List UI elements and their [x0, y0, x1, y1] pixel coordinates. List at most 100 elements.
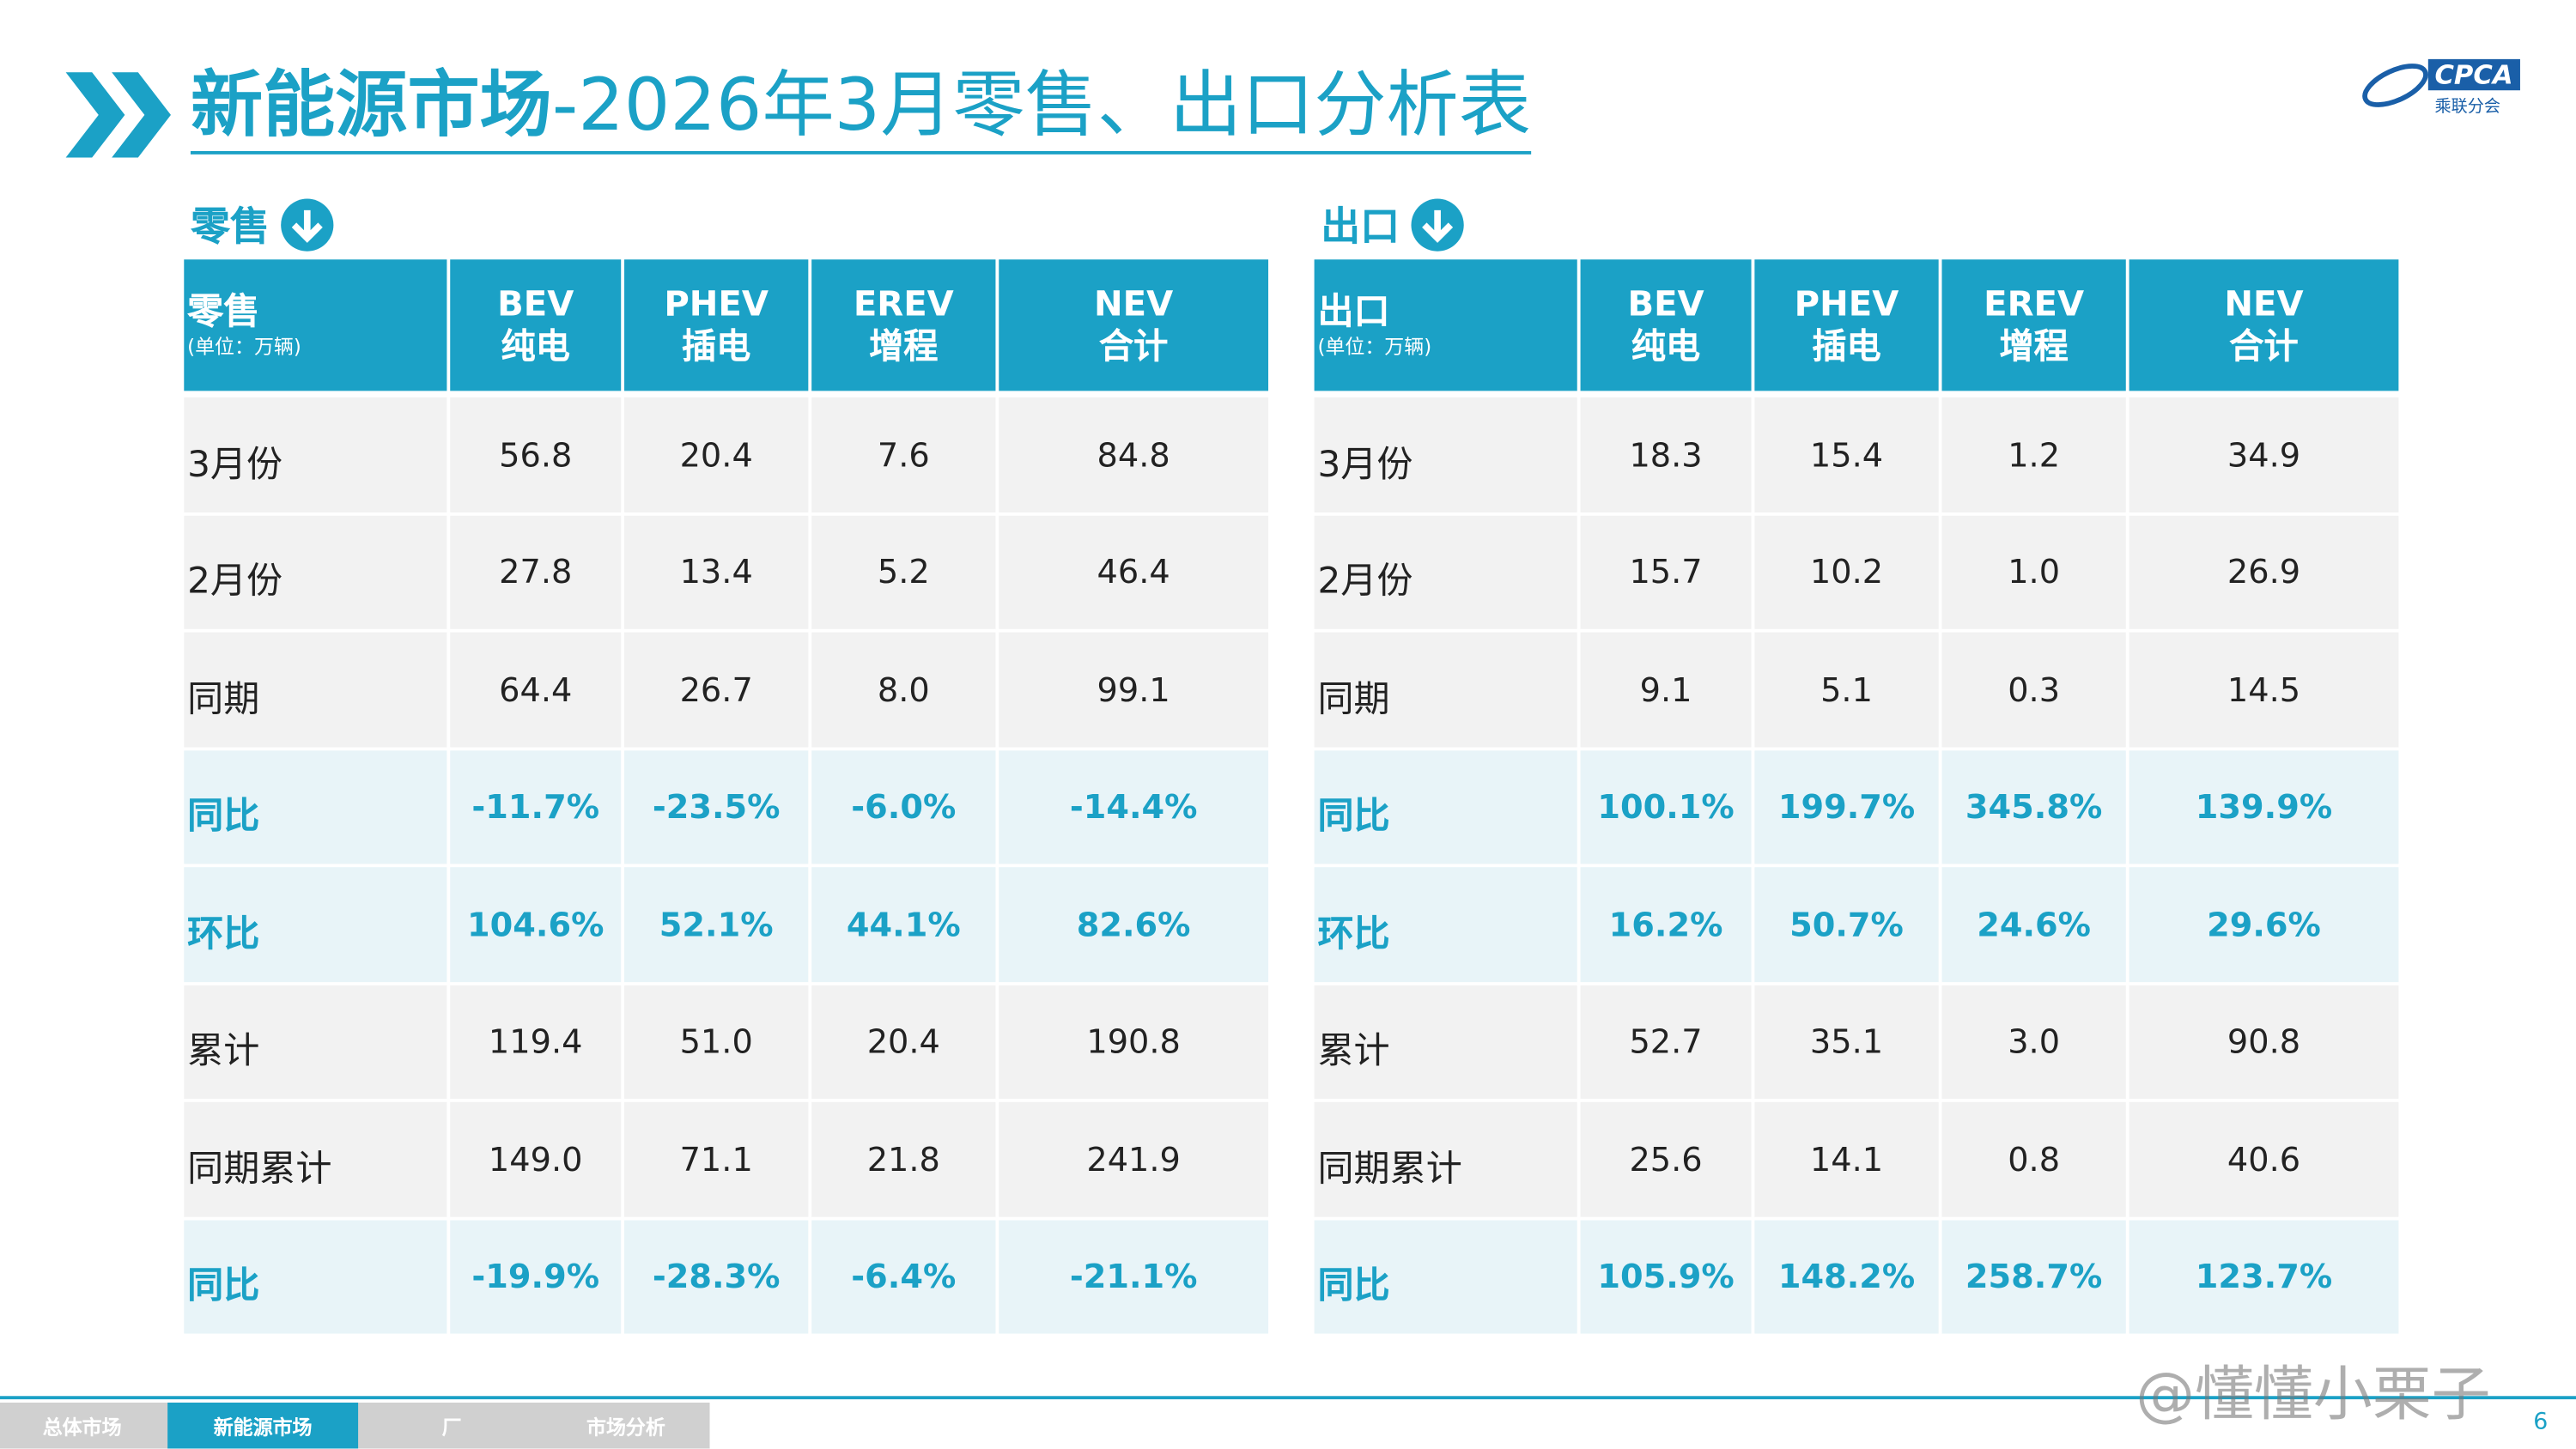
table-cell: 56.8: [450, 397, 622, 512]
table-cell: 52.1%: [624, 867, 809, 982]
table-cell: 51.0: [624, 985, 809, 1099]
table-cell: 139.9%: [2129, 749, 2399, 864]
table-cell: 27.8: [450, 514, 622, 629]
footer-tab[interactable]: 新能源市场: [167, 1402, 359, 1449]
column-name: 合计: [1098, 326, 1169, 367]
column-header: PHEV 插电: [624, 259, 809, 391]
column-header: EREV 增程: [1941, 259, 2126, 391]
row-label: 2月份: [184, 514, 447, 629]
footer-line: [0, 1396, 2576, 1400]
table-cell: 24.6%: [1941, 867, 2126, 982]
table-cell: 7.6: [811, 397, 996, 512]
title-main: 新能源市场: [190, 64, 552, 149]
logo-mark: [2362, 64, 2428, 107]
down-icon: [281, 198, 334, 252]
table-cell: 26.9: [2129, 514, 2399, 629]
corner-header: 出口 (单位：万辆): [1314, 259, 1577, 391]
table-cell: -14.4%: [999, 749, 1269, 864]
table-cell: 9.1: [1580, 632, 1752, 747]
table-cell: 345.8%: [1941, 749, 2126, 864]
table-cell: 16.2%: [1580, 867, 1752, 982]
table-cell: 148.2%: [1754, 1219, 1939, 1334]
row-label: 同期累计: [184, 1101, 447, 1216]
row-label: 环比: [184, 867, 447, 982]
page-number: 6: [2533, 1409, 2549, 1436]
table-cell: 1.0: [1941, 514, 2126, 629]
table-cell: -23.5%: [624, 749, 809, 864]
column-code: NEV: [2224, 283, 2304, 324]
column-header: NEV 合计: [999, 259, 1269, 391]
column-code: BEV: [497, 283, 574, 324]
section-label: 零售: [190, 203, 270, 250]
table-cell: 104.6%: [450, 867, 622, 982]
column-code: EREV: [1984, 283, 2085, 324]
table-cell: -6.4%: [811, 1219, 996, 1334]
table-cell: 50.7%: [1754, 867, 1939, 982]
logo-subtext: 乘联分会: [2434, 98, 2500, 117]
table-cell: 18.3: [1580, 397, 1752, 512]
table-cell: -6.0%: [811, 749, 996, 864]
row-label: 累计: [1314, 985, 1577, 1099]
table-cell: 0.8: [1941, 1101, 2126, 1216]
row-label: 同期累计: [1314, 1101, 1577, 1216]
corner-unit: (单位：万辆): [187, 335, 301, 359]
down-icon: [1411, 198, 1464, 252]
table-cell: -21.1%: [999, 1219, 1269, 1334]
table-cell: 190.8: [999, 985, 1269, 1099]
table-cell: 84.8: [999, 397, 1269, 512]
corner-header: 零售 (单位：万辆): [184, 259, 447, 391]
table-cell: 119.4: [450, 985, 622, 1099]
footer-tab[interactable]: 厂: [441, 1415, 462, 1439]
table-cell: 14.5: [2129, 632, 2399, 747]
table-cell: 13.4: [624, 514, 809, 629]
column-code: PHEV: [664, 283, 769, 324]
table-cell: 35.1: [1754, 985, 1939, 1099]
table-cell: 34.9: [2129, 397, 2399, 512]
table-cell: 258.7%: [1941, 1219, 2126, 1334]
title-rest: -2026年3月零售、出口分析表: [551, 64, 1531, 149]
row-label: 环比: [1314, 867, 1577, 982]
table-cell: 29.6%: [2129, 867, 2399, 982]
column-header: BEV 纯电: [1580, 259, 1752, 391]
table-cell: 199.7%: [1754, 749, 1939, 864]
row-label: 同期: [1314, 632, 1577, 747]
table-cell: -11.7%: [450, 749, 622, 864]
logo-text: CPCA: [2427, 58, 2520, 91]
watermark: @懂懂小栗子: [2136, 1361, 2491, 1429]
table-cell: 3.0: [1941, 985, 2126, 1099]
table-cell: 44.1%: [811, 867, 996, 982]
column-name: 增程: [869, 326, 939, 367]
column-name: 纯电: [501, 326, 570, 367]
table-cell: 14.1: [1754, 1101, 1939, 1216]
corner-unit: (单位：万辆): [1317, 335, 1432, 359]
table-cell: 123.7%: [2129, 1219, 2399, 1334]
row-label: 同比: [1314, 1219, 1577, 1334]
table-cell: 82.6%: [999, 867, 1269, 982]
table-cell: 52.7: [1580, 985, 1752, 1099]
table-cell: 8.0: [811, 632, 996, 747]
table-cell: 149.0: [450, 1101, 622, 1216]
table-cell: 100.1%: [1580, 749, 1752, 864]
column-name: 合计: [2229, 326, 2299, 367]
row-label: 3月份: [1314, 397, 1577, 512]
table-cell: 15.4: [1754, 397, 1939, 512]
table-cell: -28.3%: [624, 1219, 809, 1334]
table-cell: 20.4: [624, 397, 809, 512]
table-cell: 90.8: [2129, 985, 2399, 1099]
table-cell: 241.9: [999, 1101, 1269, 1216]
column-name: 增程: [1999, 326, 2069, 367]
row-label: 同比: [1314, 749, 1577, 864]
footer-tab[interactable]: 市场分析: [586, 1415, 665, 1439]
section-label: 出口: [1321, 203, 1400, 250]
row-label: 同比: [184, 749, 447, 864]
table-cell: 10.2: [1754, 514, 1939, 629]
table-cell: 20.4: [811, 985, 996, 1099]
table-cell: 26.7: [624, 632, 809, 747]
table-cell: 25.6: [1580, 1101, 1752, 1216]
row-label: 3月份: [184, 397, 447, 512]
footer-tab[interactable]: 总体市场: [42, 1415, 122, 1439]
row-label: 同比: [184, 1219, 447, 1334]
column-name: 纯电: [1631, 326, 1701, 367]
table-cell: 1.2: [1941, 397, 2126, 512]
